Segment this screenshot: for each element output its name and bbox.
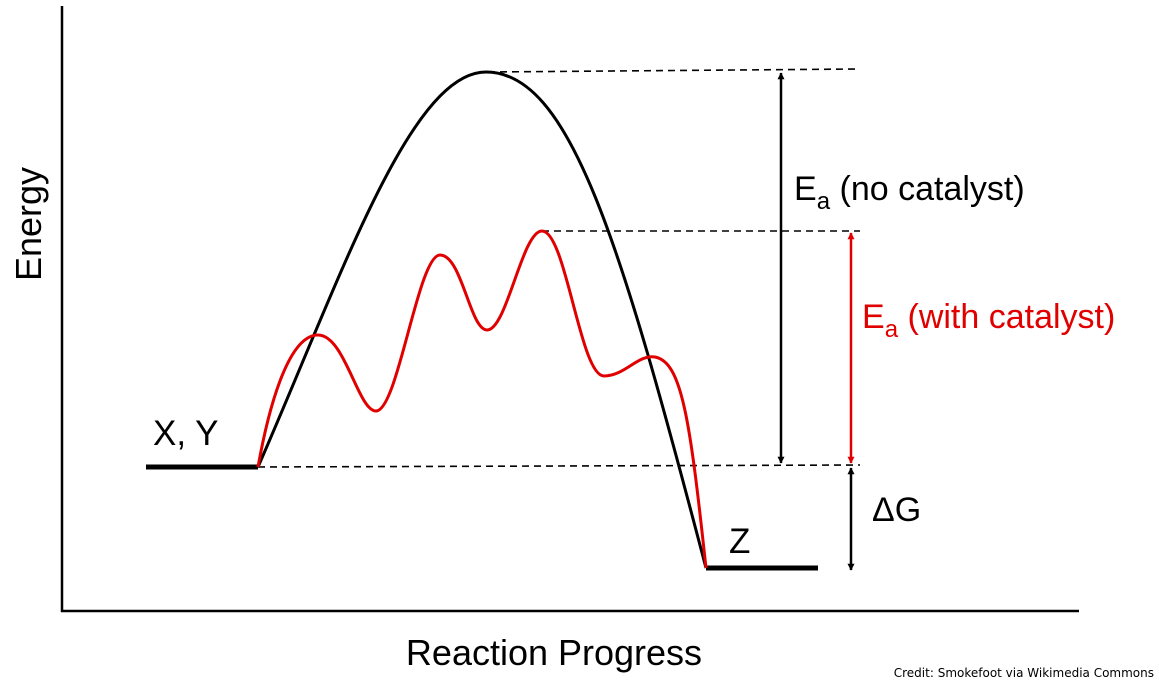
reactants-label: X, Y	[153, 414, 219, 453]
y-axis-label: Energy	[8, 167, 49, 281]
uncatalyzed-peak-dashed-line	[487, 68, 861, 73]
catalyzed-curve	[256, 229, 708, 569]
x-axis-label: Reaction Progress	[406, 632, 702, 673]
credit-text: Credit: Smokefoot via Wikimedia Commons	[894, 666, 1154, 680]
uncatalyzed-curve	[256, 70, 708, 569]
product-label: Z	[729, 522, 750, 561]
ea-no-catalyst-label: Ea (no catalyst)	[794, 170, 1025, 215]
delta-g-label: ΔG	[872, 491, 921, 529]
ea-with-catalyst-label: Ea (with catalyst)	[862, 298, 1115, 343]
reactant-level-dashed-line	[257, 464, 861, 468]
